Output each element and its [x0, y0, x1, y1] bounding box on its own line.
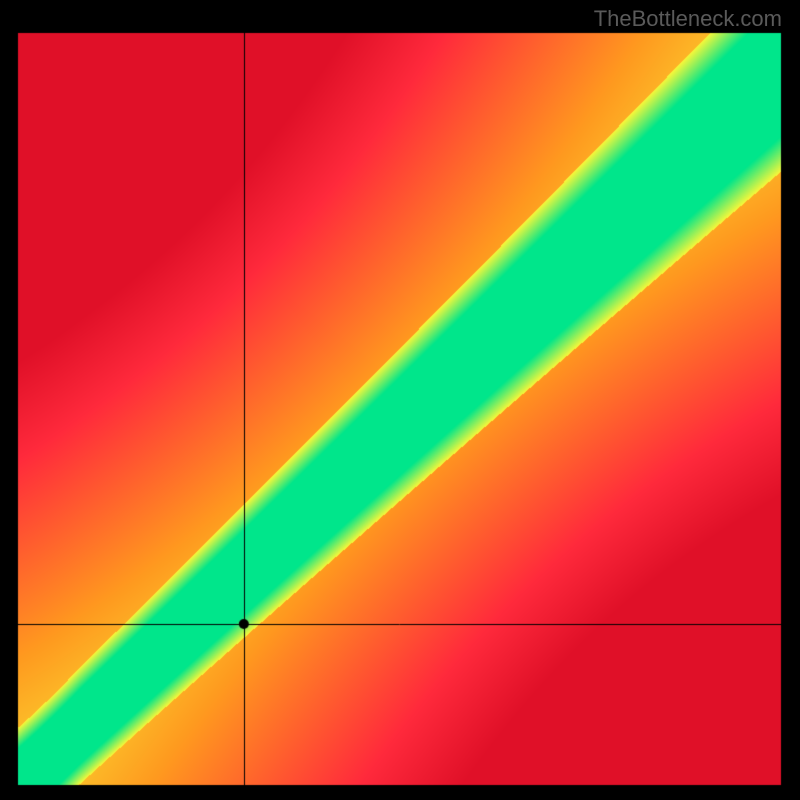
heatmap-canvas [0, 0, 800, 800]
watermark-text: TheBottleneck.com [594, 6, 782, 32]
chart-container: TheBottleneck.com [0, 0, 800, 800]
